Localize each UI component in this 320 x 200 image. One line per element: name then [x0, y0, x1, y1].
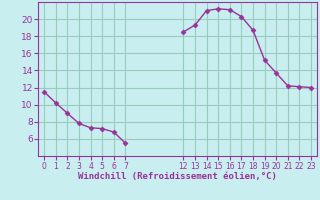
X-axis label: Windchill (Refroidissement éolien,°C): Windchill (Refroidissement éolien,°C) — [78, 172, 277, 181]
